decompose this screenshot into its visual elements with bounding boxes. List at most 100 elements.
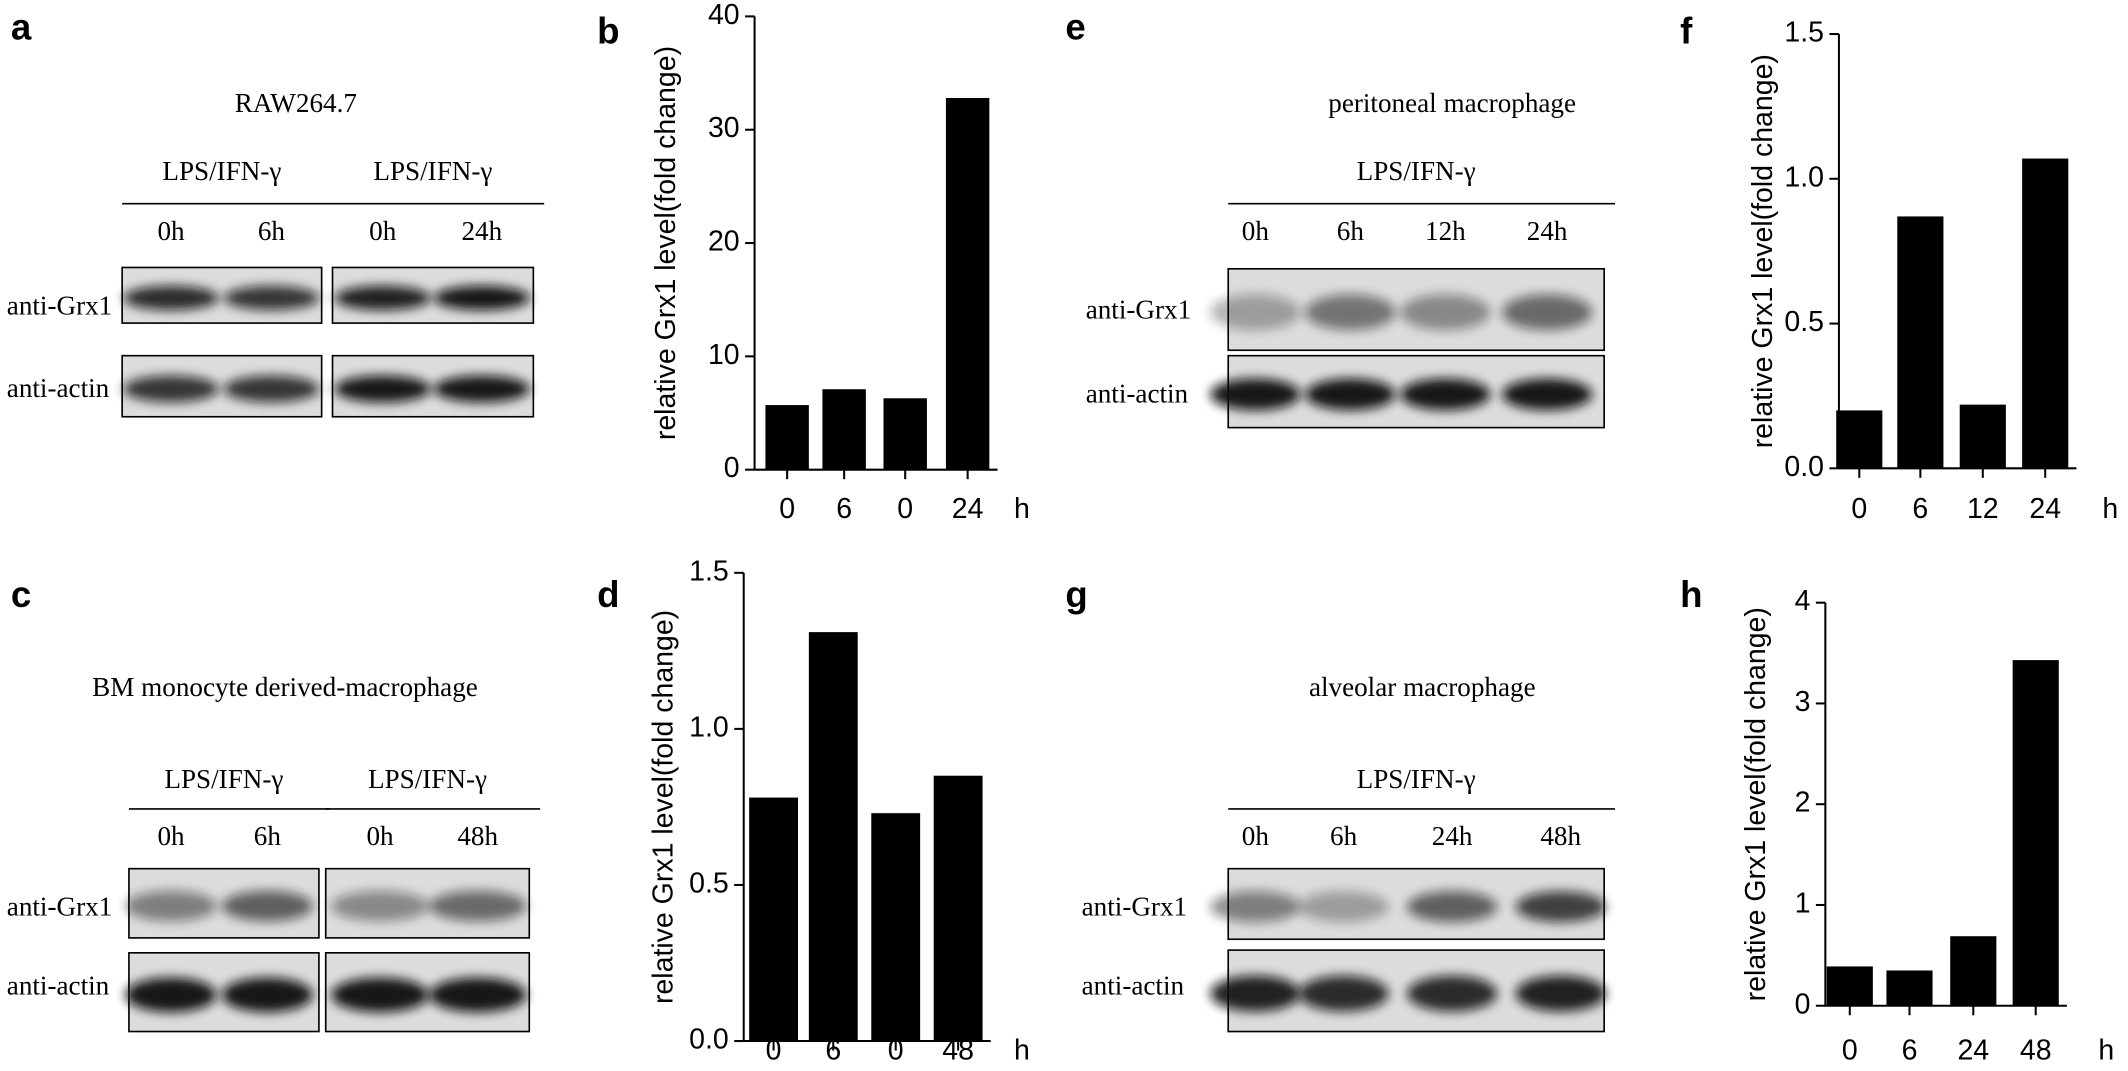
blot-title: BM monocyte derived-macrophage [92, 672, 478, 702]
y-tick-label: 1 [1795, 888, 1811, 920]
y-tick-label: 10 [708, 339, 740, 371]
bar [1886, 970, 1933, 1006]
blot-band [428, 890, 527, 922]
y-tick-label: 1.5 [689, 555, 729, 587]
row-label: anti-actin [7, 970, 110, 1000]
panel-letter: d [597, 574, 619, 615]
blot-band [1502, 294, 1593, 331]
y-axis-label: relative Grx1 level(fold change) [648, 610, 680, 1004]
bar [1959, 404, 2006, 469]
panel-letter: f [1680, 11, 1693, 52]
y-tick-label: 0.5 [1784, 306, 1824, 338]
lane-label: 0h [366, 821, 394, 851]
lane-label: 12h [1425, 216, 1466, 246]
blot-title: peritoneal macrophage [1328, 88, 1576, 118]
y-axis-label: relative Grx1 level(fold change) [1747, 54, 1779, 448]
y-tick-label: 40 [708, 0, 740, 31]
lane-label: 24h [1527, 216, 1568, 246]
blot-band [1400, 294, 1491, 331]
panel-letter: c [11, 574, 31, 615]
treatment-label: LPS/IFN-γ [1357, 764, 1476, 794]
x-tick-label: 24 [1957, 1034, 1989, 1066]
x-tick-label: 0 [897, 493, 913, 525]
blot-band [125, 977, 217, 1013]
y-tick-label: 0.0 [1784, 451, 1824, 483]
bar [1897, 216, 1944, 469]
bar [945, 97, 990, 470]
blot-band [1210, 294, 1301, 331]
panel-letter: h [1680, 574, 1702, 615]
y-tick-label: 1.5 [1784, 17, 1824, 49]
y-tick-label: 0.0 [689, 1024, 729, 1056]
lane-label: 24h [1432, 821, 1473, 851]
x-tick-label: 0 [1842, 1034, 1858, 1066]
blot-band [1305, 378, 1396, 411]
blot-band [223, 285, 320, 311]
x-tick-label: 6 [1912, 493, 1928, 525]
lane-label: 0h [1242, 216, 1270, 246]
x-tick-label: 6 [836, 493, 852, 525]
lane-label: 0h [369, 216, 397, 246]
blot-band [1210, 891, 1301, 923]
bar [883, 398, 927, 470]
y-tick-label: 1.0 [689, 711, 729, 743]
x-unit-label: h [1014, 1034, 1030, 1066]
blot-band [331, 977, 429, 1013]
y-axis-label: relative Grx1 level(fold change) [650, 46, 682, 440]
x-tick-label: 6 [1902, 1034, 1918, 1066]
blot-band [221, 890, 313, 922]
y-tick-label: 0 [1795, 988, 1811, 1020]
bar [871, 813, 921, 1042]
y-tick-label: 4 [1795, 585, 1811, 617]
x-tick-label: 0 [766, 1034, 782, 1066]
x-tick-label: 0 [779, 493, 795, 525]
row-label: anti-Grx1 [1086, 294, 1191, 324]
blot-band [123, 285, 219, 311]
row-label: anti-Grx1 [7, 290, 112, 320]
bar [933, 775, 983, 1042]
lane-label: 0h [157, 821, 185, 851]
blot-band [1210, 378, 1301, 411]
x-unit-label: h [1014, 493, 1030, 525]
blot-band [433, 285, 530, 311]
row-label: anti-Grx1 [7, 892, 112, 922]
y-tick-label: 20 [708, 226, 740, 258]
y-tick-label: 0 [724, 452, 740, 484]
blot-title: alveolar macrophage [1309, 672, 1536, 702]
treatment-label: LPS/IFN-γ [162, 156, 281, 186]
blot-band [1298, 891, 1389, 923]
x-tick-label: 6 [825, 1034, 841, 1066]
panel-letter: e [1065, 7, 1085, 48]
y-tick-label: 1.0 [1784, 161, 1824, 193]
blot-band [428, 977, 527, 1013]
lane-label: 0h [157, 216, 185, 246]
lane-label: 0h [1242, 821, 1270, 851]
bar [765, 405, 809, 470]
lane-label: 6h [1330, 821, 1358, 851]
blot-band [1407, 975, 1498, 1012]
x-tick-label: 0 [1851, 493, 1867, 525]
blot-title: RAW264.7 [235, 88, 357, 118]
y-tick-label: 2 [1795, 787, 1811, 819]
treatment-label: LPS/IFN-γ [373, 156, 492, 186]
blot-band [1305, 294, 1396, 331]
lane-label: 48h [1540, 821, 1581, 851]
x-unit-label: h [2098, 1034, 2114, 1066]
y-axis-label: relative Grx1 level(fold change) [1740, 607, 1772, 1001]
row-label: anti-Grx1 [1082, 892, 1187, 922]
bar [1950, 936, 1997, 1006]
blot-band [1298, 975, 1389, 1012]
row-label: anti-actin [1082, 970, 1185, 1000]
blot-band [223, 375, 320, 403]
row-label: anti-actin [1086, 379, 1189, 409]
blot-band [1515, 891, 1606, 923]
lane-label: 6h [254, 821, 282, 851]
panel-letter: a [11, 7, 32, 48]
x-tick-label: 24 [952, 493, 984, 525]
panel-letter: g [1065, 574, 1087, 615]
x-tick-label: 24 [2029, 493, 2061, 525]
bar [1836, 410, 1883, 469]
y-tick-label: 3 [1795, 686, 1811, 718]
